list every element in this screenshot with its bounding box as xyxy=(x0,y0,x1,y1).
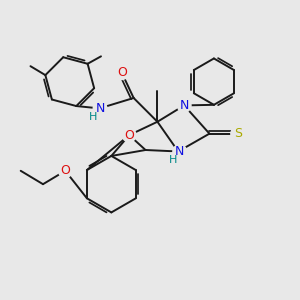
Circle shape xyxy=(166,153,180,166)
Circle shape xyxy=(173,145,187,158)
Text: H: H xyxy=(89,112,97,122)
Circle shape xyxy=(58,164,72,178)
Text: H: H xyxy=(169,155,177,165)
Circle shape xyxy=(93,102,107,115)
Text: O: O xyxy=(117,66,127,79)
Text: O: O xyxy=(124,129,134,142)
Text: N: N xyxy=(175,145,184,158)
Circle shape xyxy=(122,128,136,142)
Circle shape xyxy=(231,127,244,140)
Text: S: S xyxy=(234,127,242,140)
Circle shape xyxy=(115,66,129,80)
Text: N: N xyxy=(179,99,189,112)
Circle shape xyxy=(177,99,191,112)
Text: O: O xyxy=(60,164,70,177)
Circle shape xyxy=(86,110,100,124)
Text: N: N xyxy=(95,102,105,115)
